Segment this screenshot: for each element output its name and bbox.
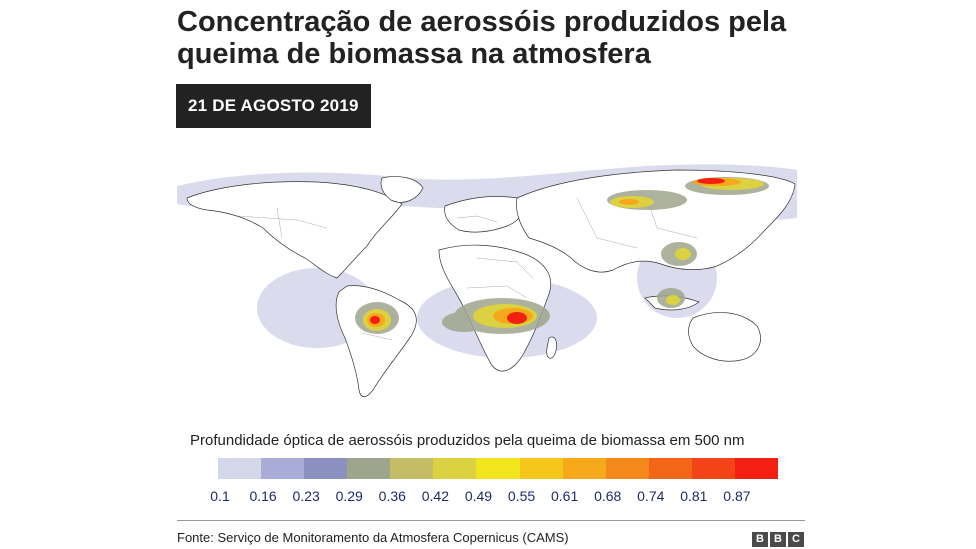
legend-tick-labels: 0.1 0.16 0.23 0.29 0.36 0.42 0.49 0.55 0.61 0.68 0… (196, 488, 796, 508)
legend-swatch (648, 458, 692, 479)
legend-tick-label: 0.36 (378, 488, 406, 504)
continent-europe (444, 196, 523, 233)
legend-tick-label: 0.16 (249, 488, 277, 504)
continent-asia (516, 169, 796, 273)
legend-tick-label: 0.74 (637, 488, 665, 504)
legend-swatch (562, 458, 606, 479)
aerosol-extreme (370, 178, 725, 324)
legend-swatch (691, 458, 735, 479)
bbc-logo-letter: C (788, 532, 804, 547)
footer-divider (177, 520, 805, 521)
legend-tick-label: 0.23 (292, 488, 320, 504)
date-badge: 21 DE AGOSTO 2019 (176, 84, 371, 128)
legend-swatch (304, 458, 348, 479)
legend-swatch (261, 458, 305, 479)
bbc-logo-letter: B (770, 532, 786, 547)
world-aerosol-map (177, 164, 797, 398)
legend-title: Profundidade óptica de aerossóis produzi… (190, 432, 745, 449)
legend-swatch (433, 458, 477, 479)
legend-tick-label: 0.68 (594, 488, 622, 504)
legend-swatch (390, 458, 434, 479)
legend-swatch (218, 458, 262, 479)
legend-tick-label: 0.49 (464, 488, 493, 504)
legend-swatch (605, 458, 649, 479)
legend-swatch (734, 458, 779, 479)
legend-swatch (519, 458, 563, 479)
continent-north-america (186, 181, 403, 279)
continent-madagascar (546, 336, 557, 359)
continent-greenland (380, 176, 424, 203)
legend-tick-label: 0.42 (421, 488, 449, 504)
continent-australia (688, 312, 761, 362)
source-credit: Fonte: Serviço de Monitoramento da Atmos… (177, 530, 569, 545)
legend-tick-label: 0.55 (507, 488, 536, 504)
legend-swatch (476, 458, 520, 479)
legend-tick-label: 0.87 (723, 488, 751, 504)
legend-color-bar (218, 458, 779, 479)
legend-swatch (347, 458, 391, 479)
legend-tick-label: 0.1 (210, 488, 230, 504)
legend-tick-label: 0.61 (550, 488, 579, 504)
legend-tick-label: 0.81 (680, 488, 708, 504)
legend-tick-label: 0.29 (335, 488, 363, 504)
chart-title: Concentração de aerossóis produzidos pel… (177, 6, 787, 70)
bbc-logo-letter: B (752, 532, 768, 547)
